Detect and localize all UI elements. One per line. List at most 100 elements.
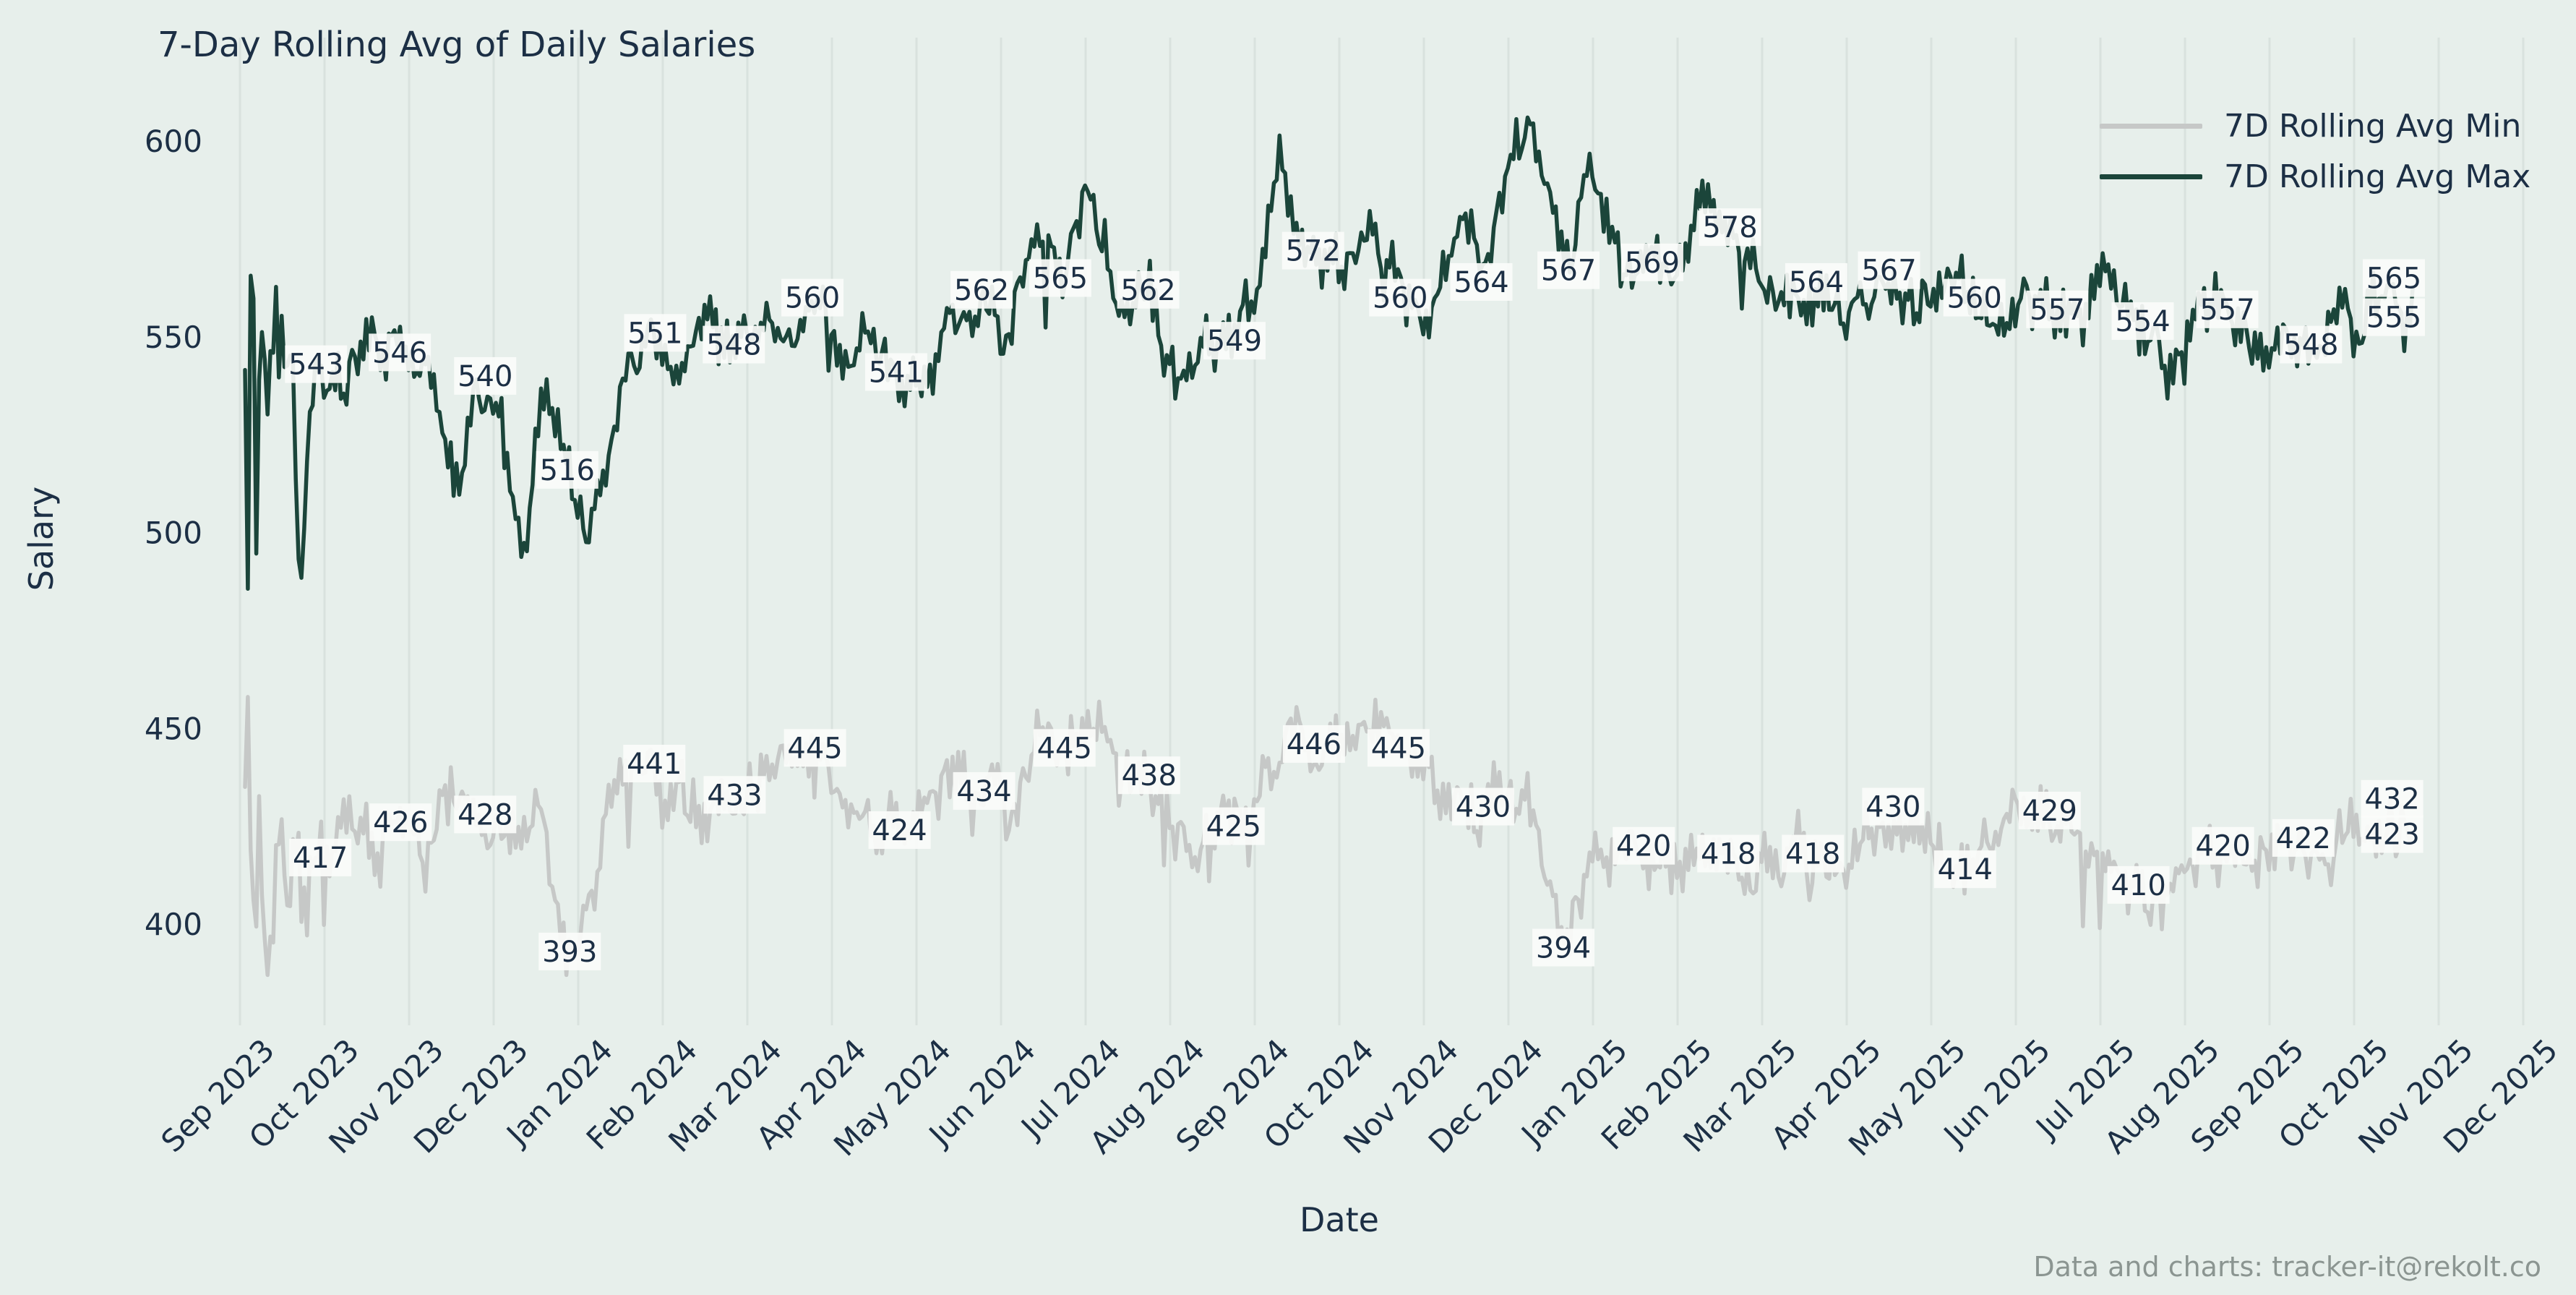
point-label: 548 [2283, 329, 2338, 362]
point-label-box [1620, 243, 1683, 281]
point-label-box [454, 356, 517, 395]
point-label: 445 [1371, 732, 1426, 765]
point-label: 572 [1286, 235, 1341, 268]
legend: 7D Rolling Avg Min 7D Rolling Avg Max [2100, 106, 2530, 197]
footer-credit: Data and charts: tracker-it@rekolt.co [2033, 1251, 2541, 1283]
point-label-box [703, 776, 766, 814]
point-label: 441 [627, 748, 682, 781]
point-label-box [2191, 826, 2254, 865]
legend-label-min: 7D Rolling Avg Min [2224, 107, 2522, 145]
point-label-box [624, 314, 687, 352]
point-label: 562 [1120, 274, 1175, 307]
point-label: 417 [293, 842, 348, 875]
point-label: 555 [2366, 302, 2421, 335]
point-label: 564 [1454, 266, 1508, 299]
point-label-box [1281, 231, 1344, 270]
point-label: 567 [1861, 255, 1916, 288]
point-label: 424 [872, 814, 927, 847]
point-label: 394 [1536, 931, 1591, 965]
point-label: 430 [1866, 791, 1920, 824]
point-label: 546 [372, 336, 427, 369]
point-label: 420 [2195, 830, 2250, 863]
point-label-box [1785, 262, 1847, 301]
point-label-box [2280, 325, 2343, 364]
x-axis-title: Date [1300, 1200, 1379, 1239]
point-label: 560 [1373, 282, 1427, 315]
point-label-box [285, 345, 348, 383]
point-label: 516 [540, 454, 595, 487]
point-label: 410 [2111, 869, 2165, 902]
point-label: 430 [1456, 791, 1511, 824]
point-label: 564 [1789, 266, 1844, 299]
point-label-box [1369, 278, 1432, 317]
point-label-box [1202, 807, 1265, 845]
point-label: 425 [1206, 811, 1261, 844]
point-label: 418 [1785, 838, 1840, 871]
point-label-box [2111, 302, 2174, 341]
legend-label-max: 7D Rolling Avg Max [2224, 158, 2531, 195]
point-label-box [623, 744, 686, 782]
point-label-box [864, 353, 927, 391]
point-label: 438 [1122, 759, 1177, 792]
point-label-box [536, 450, 598, 489]
point-label: 551 [627, 317, 682, 350]
point-label-box [2026, 290, 2089, 328]
point-label-box [1532, 928, 1595, 967]
point-label: 445 [787, 732, 842, 765]
point-label-box [1117, 756, 1180, 795]
point-label: 428 [458, 798, 512, 832]
point-label-box [950, 270, 1013, 309]
point-label: 554 [2115, 305, 2170, 338]
point-label-box [1858, 251, 1920, 289]
point-label: 434 [956, 775, 1011, 808]
point-label: 543 [288, 349, 343, 382]
point-label-box [953, 772, 1016, 810]
point-label-box [369, 803, 432, 842]
point-label: 423 [2364, 818, 2419, 851]
point-label-box [2361, 779, 2423, 818]
y-tick-label: 600 [145, 124, 202, 159]
legend-swatch-max [2100, 174, 2202, 179]
y-tick-label: 550 [145, 320, 202, 355]
point-label: 565 [2366, 262, 2421, 296]
point-label-box [289, 838, 352, 876]
point-label: 426 [373, 806, 428, 839]
point-label: 569 [1625, 247, 1680, 280]
point-label: 414 [1938, 853, 1993, 886]
point-label-box [1862, 787, 1925, 826]
legend-entry-min: 7D Rolling Avg Min [2100, 106, 2530, 146]
point-label-box [868, 811, 931, 850]
point-label-box [369, 333, 432, 372]
point-label-box [2272, 819, 2335, 857]
point-label: 422 [2276, 822, 2331, 855]
point-label: 567 [1541, 255, 1596, 288]
point-label-box [1029, 259, 1091, 297]
point-label: 578 [1702, 211, 1757, 244]
point-label-box [2107, 866, 2170, 904]
point-label: 393 [542, 936, 597, 969]
point-label: 433 [707, 779, 762, 812]
y-tick-label: 450 [145, 711, 202, 746]
point-label: 560 [785, 282, 840, 315]
point-label-box [1537, 251, 1600, 289]
point-label: 560 [1946, 282, 2001, 315]
point-label-box [781, 278, 844, 317]
point-label: 418 [1701, 838, 1756, 871]
legend-swatch-min [2100, 123, 2202, 129]
point-label-box [1699, 208, 1761, 247]
y-tick-label: 400 [145, 907, 202, 942]
point-label-box [1943, 278, 2006, 317]
point-label-box [1697, 834, 1760, 873]
point-label-box [1451, 787, 1514, 826]
point-label-box [454, 795, 517, 834]
point-label: 541 [869, 356, 924, 389]
point-label-box [1450, 262, 1513, 301]
point-label: 562 [954, 274, 1009, 307]
point-label: 557 [2199, 294, 2254, 327]
point-label-box [538, 932, 601, 970]
point-label: 565 [1033, 262, 1088, 296]
point-label: 549 [1207, 325, 1262, 358]
point-label-box [2361, 815, 2423, 853]
